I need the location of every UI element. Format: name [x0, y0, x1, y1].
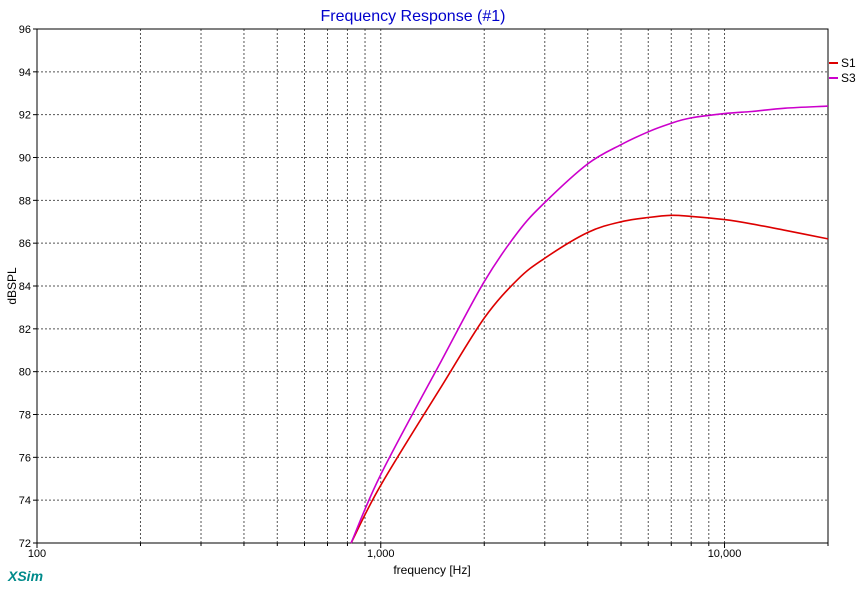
x-tick-label: 100: [28, 548, 46, 560]
y-tick-label: 74: [19, 495, 31, 507]
legend-label-s3: S3: [841, 71, 856, 85]
series-line-s3: [350, 105, 829, 544]
y-tick-label: 80: [19, 367, 31, 379]
y-tick-label: 84: [19, 281, 31, 293]
legend-label-s1: S1: [841, 56, 856, 70]
y-tick-label: 96: [19, 24, 31, 36]
y-tick-label: 92: [19, 110, 31, 122]
y-tick-label: 86: [19, 238, 31, 250]
y-tick-label: 76: [19, 452, 31, 464]
y-tick-label: 72: [19, 538, 31, 550]
y-tick-label: 90: [19, 153, 31, 165]
brand-logo-text: XSim: [7, 568, 43, 584]
series-lines: [350, 105, 829, 544]
x-axis-ticks: 100 1,000 10,000: [28, 543, 829, 560]
series-line-s1: [350, 214, 829, 544]
grid-lines: [37, 29, 828, 543]
x-tick-label: 10,000: [708, 548, 742, 560]
x-axis-label: frequency [Hz]: [393, 563, 470, 577]
chart-title: Frequency Response (#1): [321, 8, 506, 25]
y-axis-label: dBSPL: [5, 267, 19, 305]
y-tick-label: 94: [19, 67, 31, 79]
x-tick-label: 1,000: [367, 548, 395, 560]
y-tick-label: 78: [19, 410, 31, 422]
y-tick-label: 88: [19, 195, 31, 207]
y-tick-label: 82: [19, 324, 31, 336]
y-axis-ticks: 72 74 76 78 80 82 84 86 88 90 92 94 96: [19, 24, 37, 550]
